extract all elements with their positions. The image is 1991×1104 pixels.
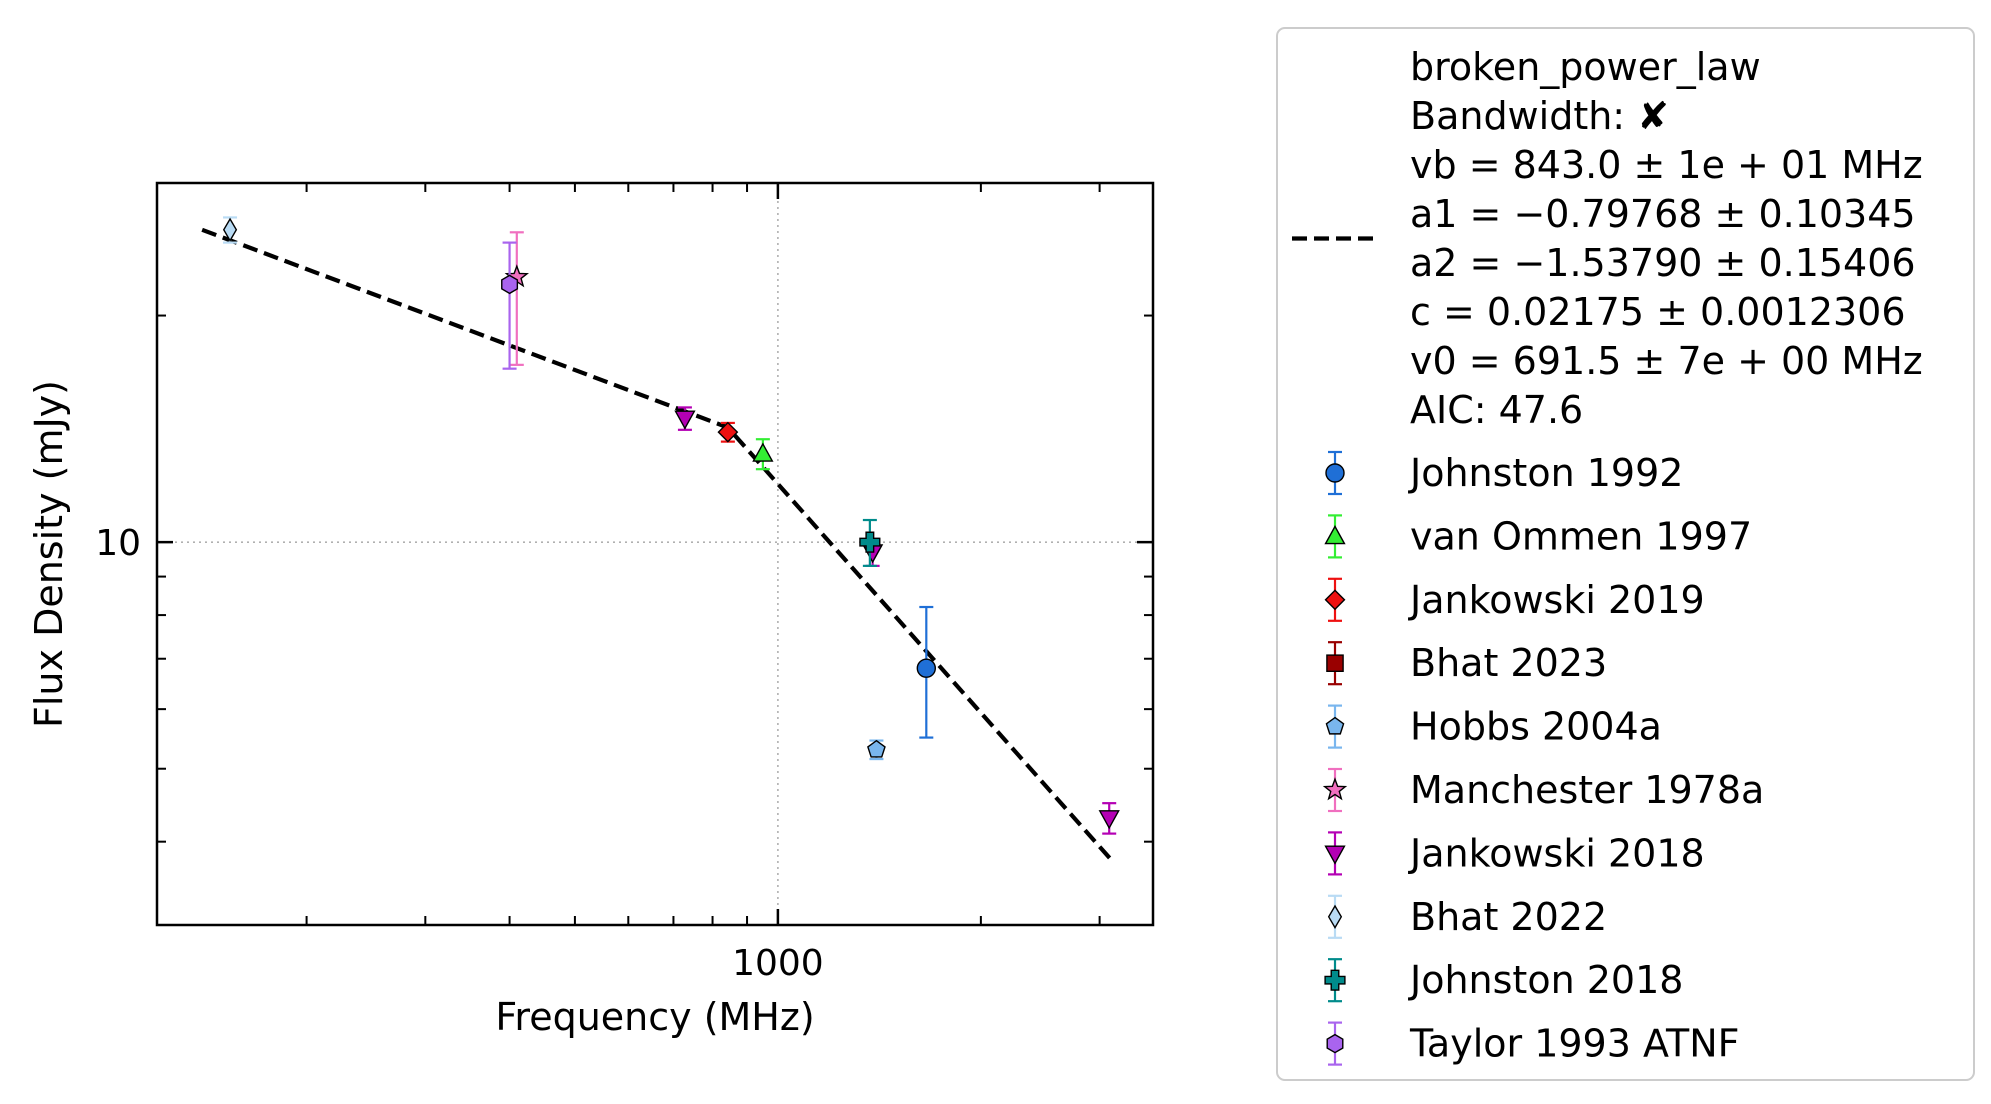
- legend-series-entries: Johnston 1992 van Ommen 1997 Jankowski 201…: [1322, 450, 1764, 1066]
- point-taylor-1993-atnf: [501, 274, 519, 295]
- legend-label: Hobbs 2004a: [1410, 705, 1662, 749]
- legend-entry-bhat-2022: Bhat 2022: [1327, 894, 1607, 939]
- legend-box: [1276, 27, 1975, 1081]
- legend-label: Taylor 1993 ATNF: [1409, 1022, 1740, 1066]
- point-johnston-2018: [859, 531, 881, 553]
- legend: broken_power_law Bandwidth: ✘ vb = 843.0 ±…: [1276, 27, 1975, 1081]
- legend-marker-taylor-1993-atnf: [1326, 1033, 1344, 1054]
- legend-fit-text-line: v0 = 691.5 ± 7e + 00 MHz: [1410, 339, 1923, 383]
- legend-fit-text-line: a1 = −0.79768 ± 0.10345: [1410, 192, 1916, 236]
- legend-marker-johnston-1992: [1325, 463, 1345, 483]
- legend-entry-van-ommen-1997: van Ommen 1997: [1324, 514, 1752, 559]
- legend-fit-text-line: AIC: 47.6: [1410, 388, 1583, 432]
- legend-label: Johnston 2018: [1408, 958, 1683, 1002]
- y-axis-label: Flux Density (mJy): [27, 380, 71, 728]
- legend-marker-johnston-2018: [1324, 969, 1346, 991]
- legend-marker-manchester-1978a: [1322, 777, 1348, 801]
- legend-label: Jankowski 2018: [1408, 831, 1705, 875]
- data-points-layer: [222, 216, 1120, 835]
- legend-marker-jankowski-2019: [1324, 589, 1346, 611]
- point-johnston-1992: [916, 658, 937, 678]
- error-bar-taylor-1993-atnf: [502, 241, 517, 370]
- legend-entry-manchester-1978a: Manchester 1978a: [1322, 767, 1764, 813]
- x-tick-label: 1000: [732, 943, 824, 984]
- legend-label: Bhat 2023: [1410, 641, 1607, 685]
- legend-entry-johnston-2018: Johnston 2018: [1324, 958, 1683, 1003]
- legend-label: Jankowski 2019: [1408, 578, 1705, 622]
- legend-label: van Ommen 1997: [1410, 514, 1752, 558]
- point-van-ommen-1997: [752, 442, 774, 462]
- legend-entry-jankowski-2019: Jankowski 2019: [1324, 577, 1705, 622]
- legend-entry-johnston-1992: Johnston 1992: [1325, 450, 1683, 496]
- y-tick-label: 10: [95, 523, 141, 564]
- legend-marker-bhat-2022: [1327, 904, 1343, 929]
- legend-fit-text-line: Bandwidth: ✘: [1410, 94, 1669, 138]
- series-taylor-1993-atnf: [501, 241, 519, 370]
- legend-fit-text-line: c = 0.02175 ± 0.0012306: [1410, 290, 1906, 334]
- series-hobbs-2004a: [867, 739, 886, 761]
- legend-label: Johnston 1992: [1408, 451, 1683, 495]
- legend-entry-fit: broken_power_law Bandwidth: ✘ vb = 843.0 ±…: [1292, 45, 1923, 432]
- error-bar-manchester-1978a: [509, 231, 524, 366]
- legend-fit-text-line: vb = 843.0 ± 1e + 01 MHz: [1410, 143, 1923, 187]
- legend-entry-hobbs-2004a: Hobbs 2004a: [1325, 704, 1662, 749]
- plot-area: 1000 10: [95, 181, 1155, 984]
- minor-ticks: [157, 183, 1153, 925]
- legend-marker-jankowski-2018: [1324, 845, 1346, 865]
- legend-fit-text-line: a2 = −1.53790 ± 0.15406: [1410, 241, 1916, 285]
- tick-labels: 1000 10: [95, 523, 824, 984]
- legend-label: Manchester 1978a: [1410, 768, 1764, 812]
- point-hobbs-2004a: [867, 739, 886, 758]
- point-bhat-2022: [222, 217, 238, 242]
- legend-marker-bhat-2023: [1326, 654, 1344, 672]
- series-johnston-2018: [859, 518, 881, 567]
- grid-lines: [157, 183, 1153, 925]
- legend-label: Bhat 2022: [1410, 895, 1607, 939]
- legend-marker-van-ommen-1997: [1324, 525, 1346, 545]
- point-jankowski-2018: [1098, 810, 1120, 830]
- major-ticks: [157, 183, 1153, 925]
- x-axis-label: Frequency (MHz): [495, 995, 814, 1039]
- point-jankowski-2019: [717, 421, 739, 443]
- series-johnston-1992: [916, 605, 937, 739]
- point-jankowski-2018: [674, 410, 696, 430]
- series-bhat-2022: [222, 216, 238, 244]
- legend-entry-taylor-1993-atnf: Taylor 1993 ATNF: [1326, 1021, 1740, 1066]
- series-van-ommen-1997: [752, 438, 774, 471]
- series-jankowski-2019: [717, 421, 739, 443]
- legend-marker-hobbs-2004a: [1325, 716, 1345, 735]
- legend-entry-bhat-2023: Bhat 2023: [1326, 641, 1607, 686]
- axes-frame: [155, 181, 1155, 927]
- legend-fit-text-line: broken_power_law: [1410, 45, 1761, 89]
- legend-entry-jankowski-2018: Jankowski 2018: [1324, 831, 1705, 876]
